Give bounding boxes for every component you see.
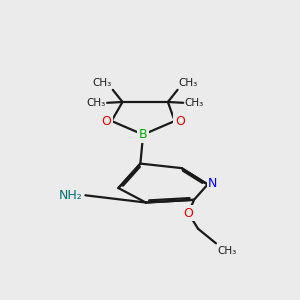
Text: NH₂: NH₂	[59, 189, 82, 202]
Text: CH₃: CH₃	[86, 98, 106, 108]
Text: CH₃: CH₃	[218, 246, 237, 256]
Text: CH₃: CH₃	[93, 78, 112, 88]
Text: O: O	[102, 115, 112, 128]
Text: N: N	[208, 177, 218, 190]
Text: B: B	[139, 128, 147, 141]
Text: CH₃: CH₃	[185, 98, 204, 108]
Text: O: O	[175, 115, 185, 128]
Text: O: O	[184, 207, 194, 220]
Text: CH₃: CH₃	[178, 78, 198, 88]
